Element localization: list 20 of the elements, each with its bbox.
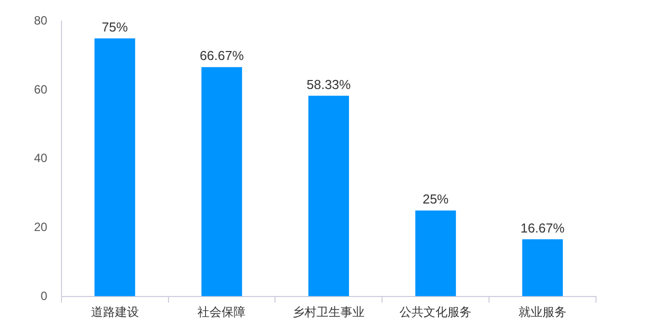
bar xyxy=(94,38,136,296)
bar xyxy=(522,239,563,296)
x-tick-label: 就业服务 xyxy=(518,305,567,320)
y-tick-label: 40 xyxy=(34,151,48,166)
data-label: 58.33% xyxy=(306,76,352,92)
data-label: 16.67% xyxy=(520,220,566,236)
y-tick-label: 60 xyxy=(34,82,48,96)
x-tick-label: 道路建设 xyxy=(90,305,139,320)
y-tick-label: 20 xyxy=(34,220,48,234)
data-label: 75% xyxy=(102,19,128,34)
bar xyxy=(308,96,349,296)
x-tick-label: 公共文化服务 xyxy=(400,305,472,320)
x-tick-label: 社会保障 xyxy=(198,305,246,320)
y-tick-label: 80 xyxy=(34,14,48,28)
data-label: 66.67% xyxy=(200,48,244,64)
y-tick-label: 0 xyxy=(40,288,48,303)
x-tick-label: 乡村卫生事业 xyxy=(292,305,365,320)
bar xyxy=(201,67,242,296)
data-label: 25% xyxy=(422,192,450,207)
bar xyxy=(415,210,456,296)
